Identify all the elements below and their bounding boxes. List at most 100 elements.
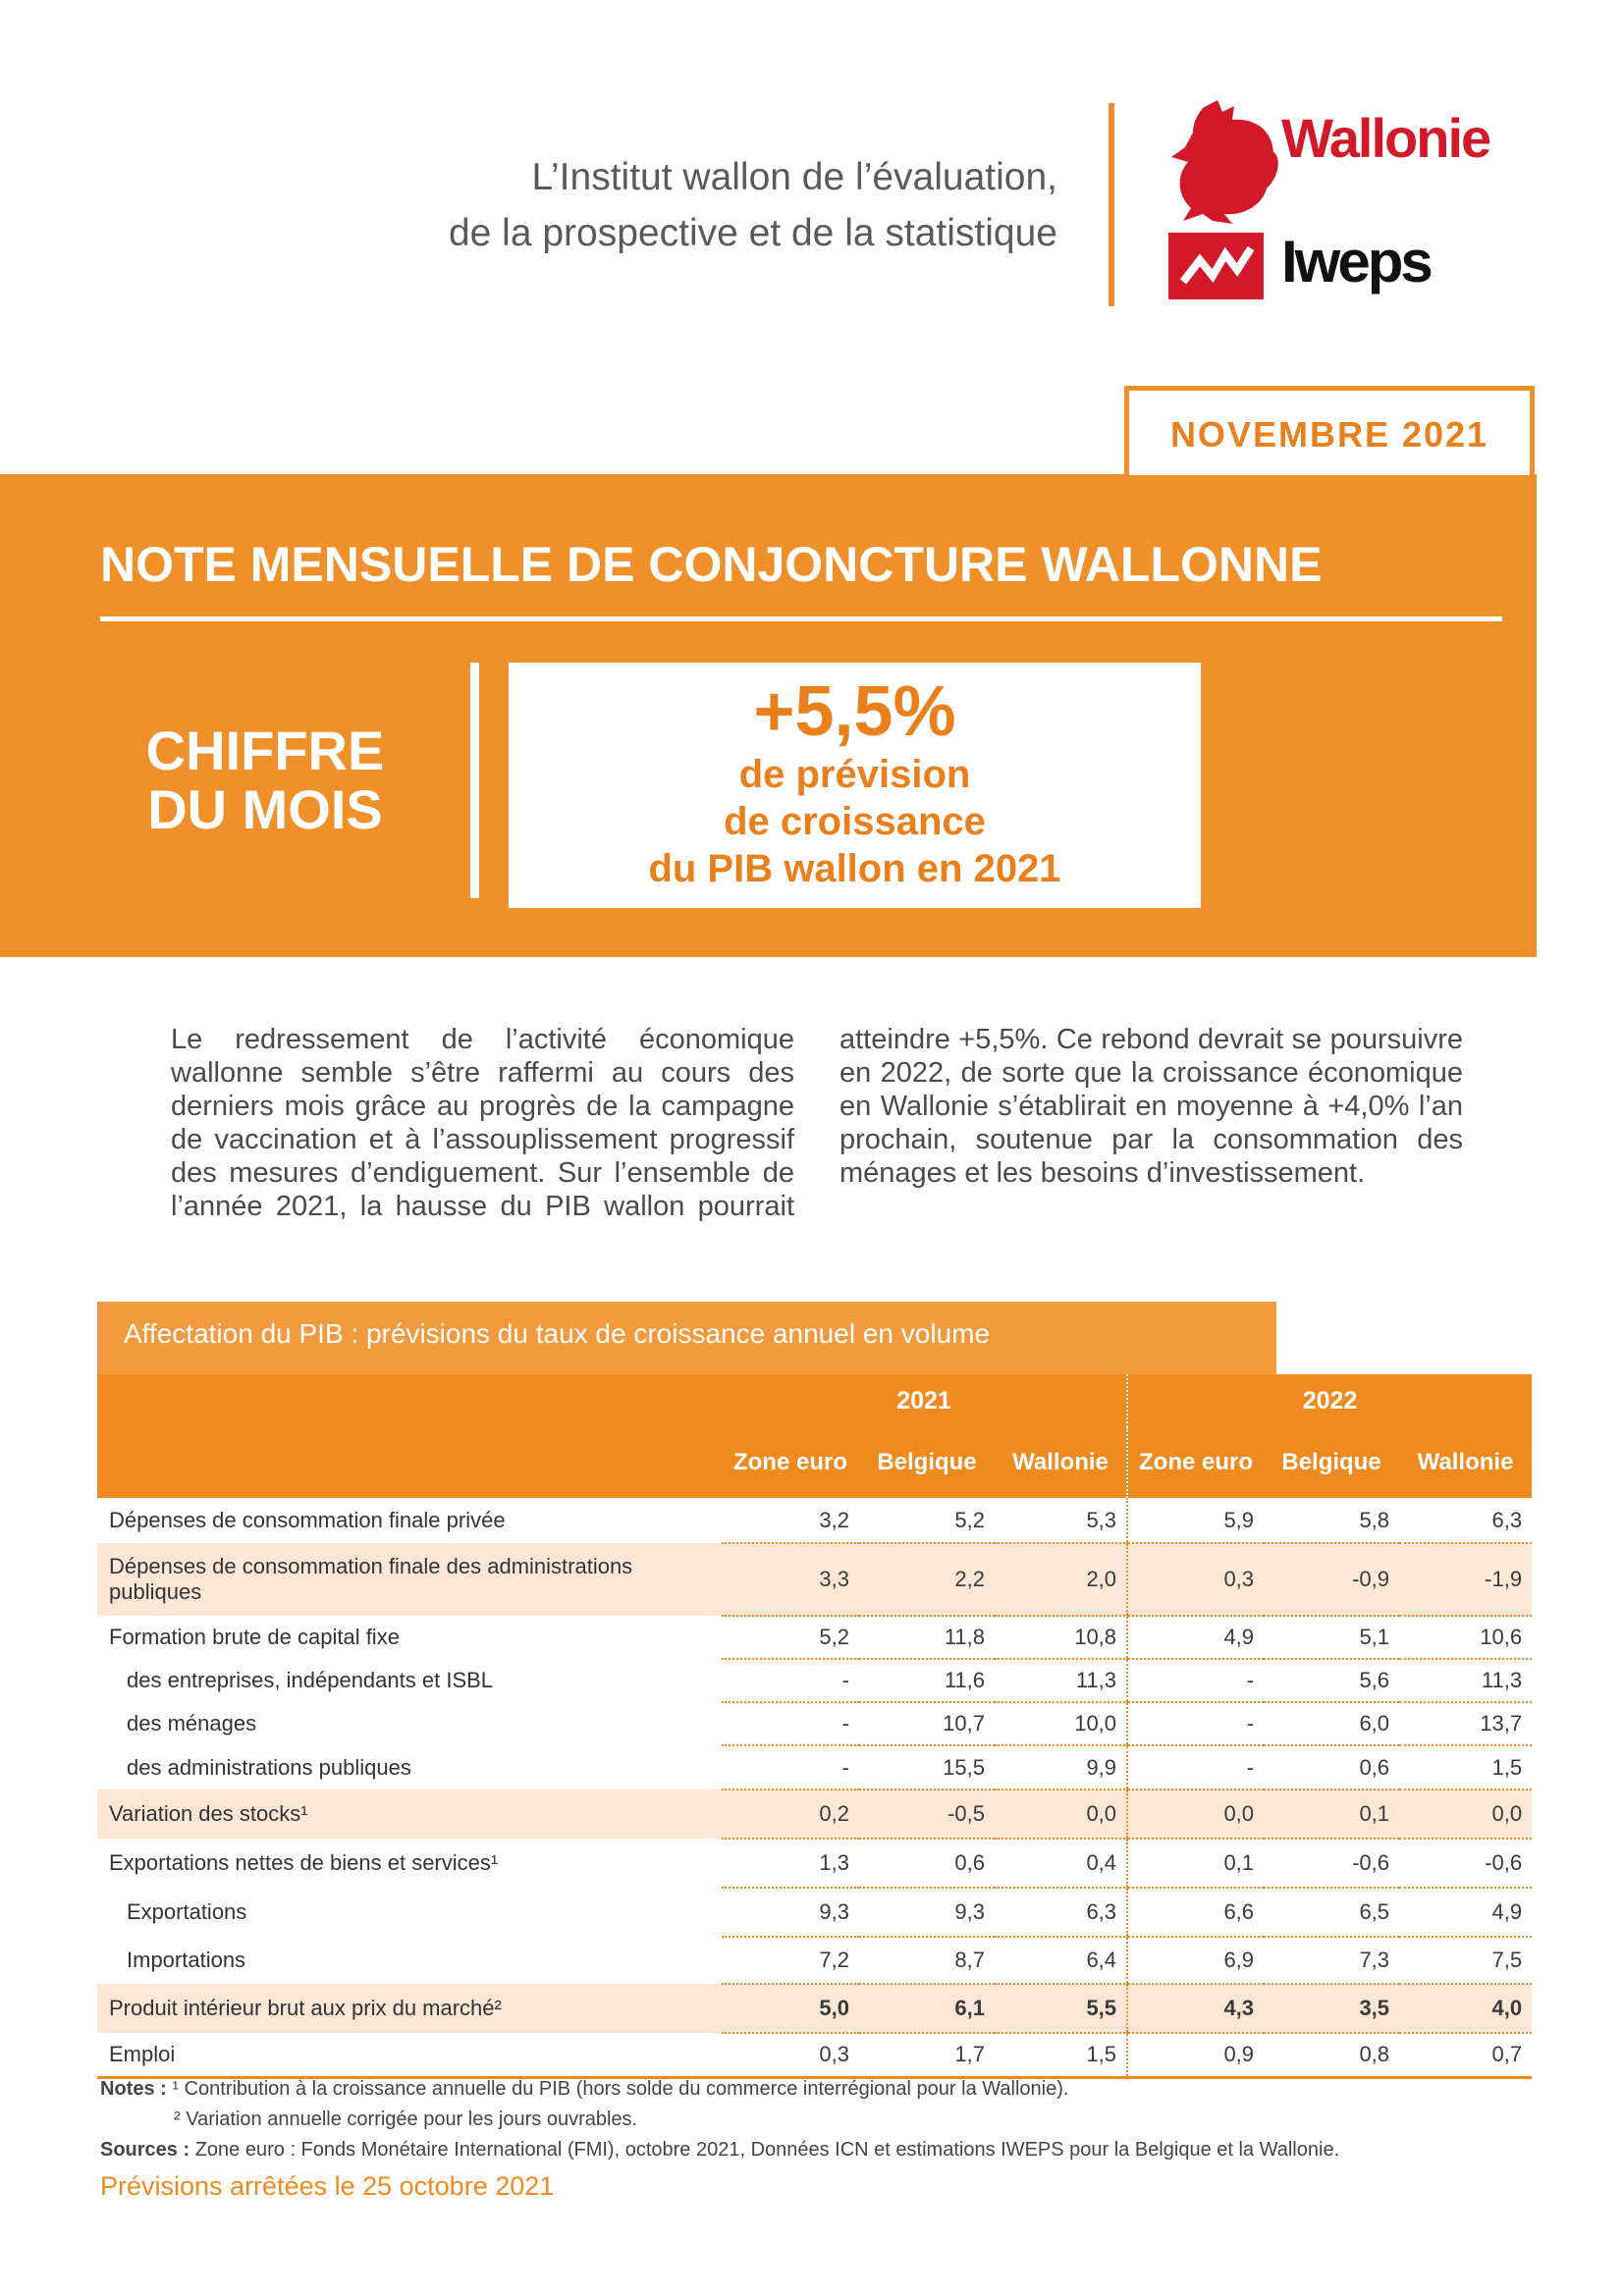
cell: 0,7: [1399, 2033, 1533, 2079]
cell: 1,7: [859, 2033, 995, 2079]
cell: -: [722, 1702, 859, 1746]
cell: 13,7: [1399, 1702, 1533, 1746]
cell: 6,6: [1126, 1888, 1265, 1938]
table-row: des ménages -10,7 10,0-6,0 13,7: [97, 1702, 1533, 1746]
cell: 6,0: [1264, 1702, 1400, 1746]
sources-label: Sources :: [100, 2139, 190, 2161]
figure-bar: [470, 663, 479, 898]
cell: -: [722, 1745, 859, 1790]
cell: 5,8: [1264, 1498, 1400, 1544]
table-row: Produit intérieur brut aux prix du march…: [97, 1984, 1533, 2034]
table-row: Importations 7,2 8,7 6,4 6,9 7,3 7,5: [97, 1937, 1533, 1985]
year: 2022: [1126, 1374, 1533, 1427]
cell: -: [1126, 1745, 1265, 1790]
row-label: Variation des stocks¹: [97, 1789, 722, 1839]
figure-box: +5,5% de prévision de croissance du PIB …: [509, 663, 1201, 908]
row-label: des ménages: [127, 1711, 257, 1735]
column-header: Zone euro: [722, 1427, 859, 1498]
cell: 6,3: [1399, 1498, 1533, 1544]
cell: 5,5: [995, 1984, 1128, 2034]
divider: [1109, 103, 1114, 306]
cell: 0,9: [1126, 2033, 1265, 2079]
cell: 5,1: [1264, 1616, 1400, 1660]
figure-label-line: DU MOIS: [147, 778, 383, 840]
cell: 6,3: [995, 1888, 1128, 1938]
institute-line: L’Institut wallon de l’évaluation,: [531, 156, 1057, 198]
cell: -0,6: [1264, 1839, 1400, 1889]
title-rule: [100, 616, 1502, 621]
figure-label: CHIFFRE DU MOIS: [118, 721, 412, 839]
row-label: Exportations nettes de biens et services…: [109, 1850, 499, 1875]
column-header: Zone euro: [1126, 1427, 1265, 1498]
cell: 0,4: [995, 1839, 1128, 1889]
cell: 2,2: [859, 1543, 995, 1617]
sources-line: Sources : Zone euro : Fonds Monétaire In…: [100, 2135, 1339, 2165]
header-blank: [97, 1427, 722, 1498]
cell: 6,1: [859, 1984, 995, 2034]
cell: 5,6: [1264, 1659, 1400, 1703]
cell: 0,1: [1264, 1789, 1400, 1840]
title: NOTE MENSUELLE DE CONJONCTURE WALLONNE: [100, 537, 1323, 592]
cell: -: [1126, 1659, 1265, 1703]
footer: Prévisions arrêtées le 25 octobre 2021: [100, 2171, 555, 2201]
cell: 10,8: [995, 1616, 1128, 1660]
column-header: Belgique: [859, 1427, 995, 1498]
cell: 3,2: [722, 1498, 859, 1544]
table-caption: Affectation du PIB : prévisions du taux …: [97, 1302, 1276, 1374]
cell: 11,6: [859, 1659, 995, 1703]
cell: 10,6: [1399, 1616, 1533, 1660]
table-row: Exportations nettes de biens et services…: [97, 1839, 1533, 1889]
figure-label-line: CHIFFRE: [145, 720, 385, 781]
header-blank: [97, 1374, 722, 1427]
table-row: Emploi 0,3 1,7 1,5 0,9 0,8 0,7: [97, 2033, 1533, 2079]
row-label: Emploi: [97, 2033, 722, 2079]
row-label: Formation brute de capital fixe: [109, 1625, 400, 1649]
cell: 7,3: [1264, 1937, 1400, 1985]
cell: 0,3: [1126, 1543, 1265, 1617]
cell: 0,3: [722, 2033, 859, 2079]
cell: 1,3: [722, 1839, 859, 1889]
cell: 15,5: [859, 1745, 995, 1790]
notes-line: Notes : ¹ Contribution à la croissance a…: [100, 2074, 1339, 2105]
institute: L’Institut wallon de l’évaluation, de la…: [449, 149, 1057, 261]
cell: 0,8: [1264, 2033, 1400, 2079]
row-label: des entreprises, indépendants et ISBL: [127, 1668, 494, 1692]
table-row: Dépenses de consommation finale privée 3,…: [97, 1498, 1533, 1544]
cell: 4,9: [1399, 1888, 1533, 1938]
cell: 0,0: [1126, 1789, 1265, 1840]
cell: 9,3: [859, 1888, 995, 1938]
cell: 8,7: [859, 1937, 995, 1985]
table-row: Dépenses de consommation finale des admi…: [97, 1543, 1533, 1617]
logo-wallonie: Wallonie: [1281, 107, 1491, 169]
date: NOVEMBRE 2021: [1124, 386, 1535, 475]
body-text: Le redressement de l’activité économique…: [171, 1024, 1463, 1222]
cell: 5,2: [722, 1616, 859, 1660]
cell: 0,0: [1399, 1789, 1533, 1840]
cell: 6,4: [995, 1937, 1128, 1985]
institute-line: de la prospective et de la statistique: [448, 212, 1057, 254]
cell: 4,3: [1126, 1984, 1265, 2034]
cell: 1,5: [995, 2033, 1128, 2079]
notes: Notes : ¹ Contribution à la croissance a…: [100, 2074, 1339, 2165]
cell: 6,9: [1126, 1937, 1265, 1985]
figure-desc: de croissance: [724, 800, 986, 843]
cell: 10,7: [859, 1702, 995, 1746]
cell: 7,5: [1399, 1937, 1533, 1985]
sources: Zone euro : Fonds Monétaire Internationa…: [194, 2139, 1340, 2161]
column-header: Wallonie: [1399, 1427, 1533, 1498]
cell: 9,9: [995, 1745, 1128, 1790]
cell: 5,2: [859, 1498, 995, 1544]
cell: 0,2: [722, 1789, 859, 1840]
cell: 1,5: [1399, 1745, 1533, 1790]
table-row: Formation brute de capital fixe 5,2 11,8 10…: [97, 1616, 1533, 1660]
notes-label: Notes :: [100, 2078, 167, 2100]
figure-value: +5,5%: [753, 672, 956, 751]
rooster-logo: [1171, 100, 1278, 224]
cell: -0,5: [859, 1789, 995, 1840]
logo-iweps: Iweps: [1281, 229, 1434, 294]
column-header: Belgique: [1264, 1427, 1400, 1498]
cell: 9,3: [722, 1888, 859, 1938]
cell: 11,3: [1399, 1659, 1533, 1703]
cell: -1,9: [1399, 1543, 1533, 1617]
